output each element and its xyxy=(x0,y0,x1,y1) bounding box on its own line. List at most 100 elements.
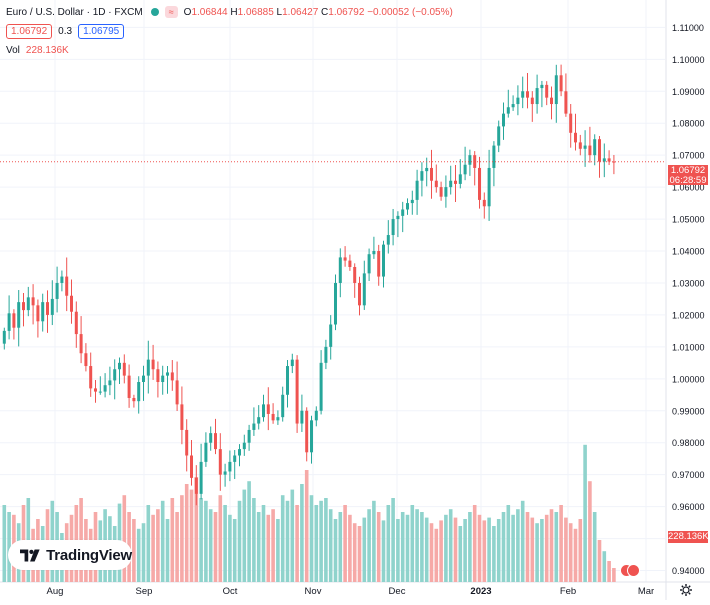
volume-bar xyxy=(266,514,271,582)
candle-body xyxy=(372,251,376,255)
candle-body xyxy=(348,260,352,267)
y-tick-label: 0.98000 xyxy=(672,438,705,448)
y-tick-label: 1.08000 xyxy=(672,119,705,129)
volume-bar xyxy=(141,523,146,582)
y-tick-label: 0.96000 xyxy=(672,502,705,512)
volume-bar xyxy=(520,500,525,582)
candle-body xyxy=(252,423,256,430)
volume-bar xyxy=(458,526,463,582)
last-price-tag: 1.06792 06:28:59 xyxy=(668,165,708,186)
candle-body xyxy=(511,104,515,108)
candle-body xyxy=(276,417,280,421)
volume-bar xyxy=(405,514,410,582)
candle-body xyxy=(554,75,558,105)
candle-body xyxy=(156,369,160,383)
candle-body xyxy=(132,397,136,402)
sell-button[interactable]: 1.06792 xyxy=(6,24,53,39)
candle-body xyxy=(401,209,405,216)
tradingview-logo[interactable]: TradingView xyxy=(8,540,132,570)
event-flag-icon[interactable] xyxy=(627,564,640,577)
volume-bar xyxy=(199,498,203,582)
candle-body xyxy=(310,420,313,453)
y-tick-label: 0.97000 xyxy=(672,470,705,480)
volume-bar xyxy=(372,500,376,582)
volume-bar xyxy=(309,495,314,582)
volume-bar xyxy=(300,484,304,582)
candle-body xyxy=(166,372,169,376)
candle-body xyxy=(487,167,491,207)
candle-body xyxy=(502,113,505,127)
candle-body xyxy=(204,442,208,462)
candle-body xyxy=(118,362,121,370)
volume-bar xyxy=(324,498,328,582)
volume-bar xyxy=(343,505,347,582)
candle-body xyxy=(564,91,568,114)
volume-bar xyxy=(156,509,160,582)
candle-body xyxy=(262,404,265,418)
volume-bar xyxy=(276,519,280,582)
candle-body xyxy=(434,180,438,188)
candle-body xyxy=(420,171,424,181)
candle-body xyxy=(46,302,49,315)
volume-bar xyxy=(362,517,367,582)
candle-body xyxy=(550,97,553,105)
candle-body xyxy=(170,372,174,381)
volume-bar xyxy=(381,520,386,582)
volume-bar xyxy=(578,519,583,582)
candle-body xyxy=(353,266,357,283)
volume-label: Vol xyxy=(6,45,20,56)
candle-body xyxy=(319,362,323,411)
candle-body xyxy=(194,477,198,494)
candle-body xyxy=(238,449,241,456)
volume-bar xyxy=(516,509,520,582)
candle-body xyxy=(60,276,64,283)
x-tick-label: 2023 xyxy=(470,586,491,597)
volume-bar xyxy=(607,561,611,582)
low-value: 1.06427 xyxy=(282,6,319,18)
volume-bar xyxy=(376,512,381,582)
candle-body xyxy=(415,180,419,200)
event-flags[interactable] xyxy=(620,564,642,578)
candle-body xyxy=(146,359,150,376)
symbol-title[interactable]: Euro / U.S. Dollar · 1D · FXCM xyxy=(6,6,143,18)
volume-bar xyxy=(223,505,227,582)
volume-bar xyxy=(588,481,592,582)
volume-bar xyxy=(511,514,515,582)
volume-bar xyxy=(463,519,467,582)
volume-bar xyxy=(429,523,434,582)
volume-bar xyxy=(333,519,338,582)
candle-body xyxy=(526,91,529,98)
volume-bar xyxy=(492,526,496,582)
volume-bar xyxy=(338,512,343,582)
candle-body xyxy=(242,442,246,450)
volume-bar xyxy=(256,512,261,582)
volume-bar xyxy=(367,509,371,582)
volume-bar xyxy=(530,517,535,582)
candle-body xyxy=(535,88,539,105)
candle-body xyxy=(545,84,549,98)
tradingview-logo-icon xyxy=(20,549,40,561)
volume-bar xyxy=(453,517,458,582)
y-tick-label: 1.03000 xyxy=(672,278,705,288)
gear-icon[interactable] xyxy=(680,584,692,596)
volume-bar xyxy=(218,495,223,582)
candle-body xyxy=(377,251,381,277)
volume-bar xyxy=(319,500,323,582)
volume-bar xyxy=(487,517,491,582)
candle-body xyxy=(98,391,102,393)
volume-legend[interactable]: Vol 228.136K xyxy=(6,45,69,56)
volume-bar xyxy=(151,514,155,582)
candle-body xyxy=(247,429,251,443)
market-badge: ≈ xyxy=(164,6,178,18)
candle-body xyxy=(185,429,189,456)
y-tick-label: 1.09000 xyxy=(672,87,705,97)
candle-body xyxy=(324,346,328,363)
candle-body xyxy=(300,410,304,424)
volume-bar xyxy=(213,512,218,582)
volume-bar xyxy=(280,495,285,582)
volume-bar xyxy=(146,505,151,582)
buy-button[interactable]: 1.06795 xyxy=(78,24,125,39)
volume-bar xyxy=(568,523,573,582)
